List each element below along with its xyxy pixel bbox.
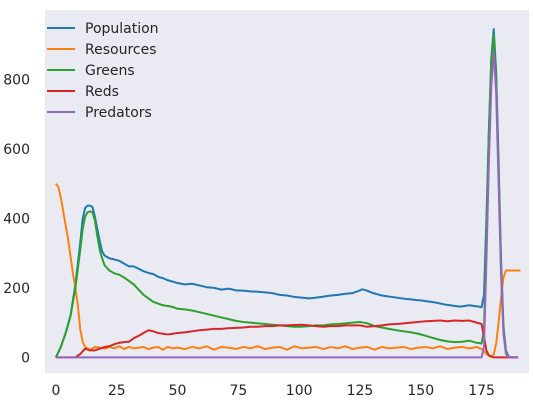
series-line-reds xyxy=(55,319,519,359)
x-tick-label: 75 xyxy=(229,383,247,399)
x-tick-label: 175 xyxy=(468,383,495,399)
legend-label-predators: Predators xyxy=(85,105,152,121)
series-line-population xyxy=(55,28,519,359)
x-tick-label: 100 xyxy=(286,383,313,399)
series-line-greens xyxy=(55,33,519,359)
series-line-resources xyxy=(55,183,521,357)
legend-label-reds: Reds xyxy=(85,84,119,100)
x-tick-label: 150 xyxy=(407,383,434,399)
x-tick-label: 50 xyxy=(169,383,187,399)
y-tick-label: 200 xyxy=(3,281,30,297)
y-tick-label: 400 xyxy=(3,211,30,227)
x-tick-label: 0 xyxy=(51,383,60,399)
legend-label-population: Population xyxy=(85,21,159,37)
y-tick-label: 800 xyxy=(3,72,30,88)
x-tick-label: 125 xyxy=(347,383,374,399)
legend-label-resources: Resources xyxy=(85,42,157,58)
legend: Population Resources Greens Reds Predators xyxy=(47,21,159,121)
y-tick-labels: 0 200 400 600 800 xyxy=(3,72,30,366)
x-tick-label: 25 xyxy=(108,383,126,399)
y-tick-label: 0 xyxy=(21,350,30,366)
legend-label-greens: Greens xyxy=(85,63,135,79)
plot-background xyxy=(45,10,529,373)
y-tick-label: 600 xyxy=(3,142,30,158)
series-lines xyxy=(55,28,521,359)
x-tick-labels: 0 25 50 75 100 125 150 175 xyxy=(51,383,494,399)
series-line-predators xyxy=(55,50,519,359)
